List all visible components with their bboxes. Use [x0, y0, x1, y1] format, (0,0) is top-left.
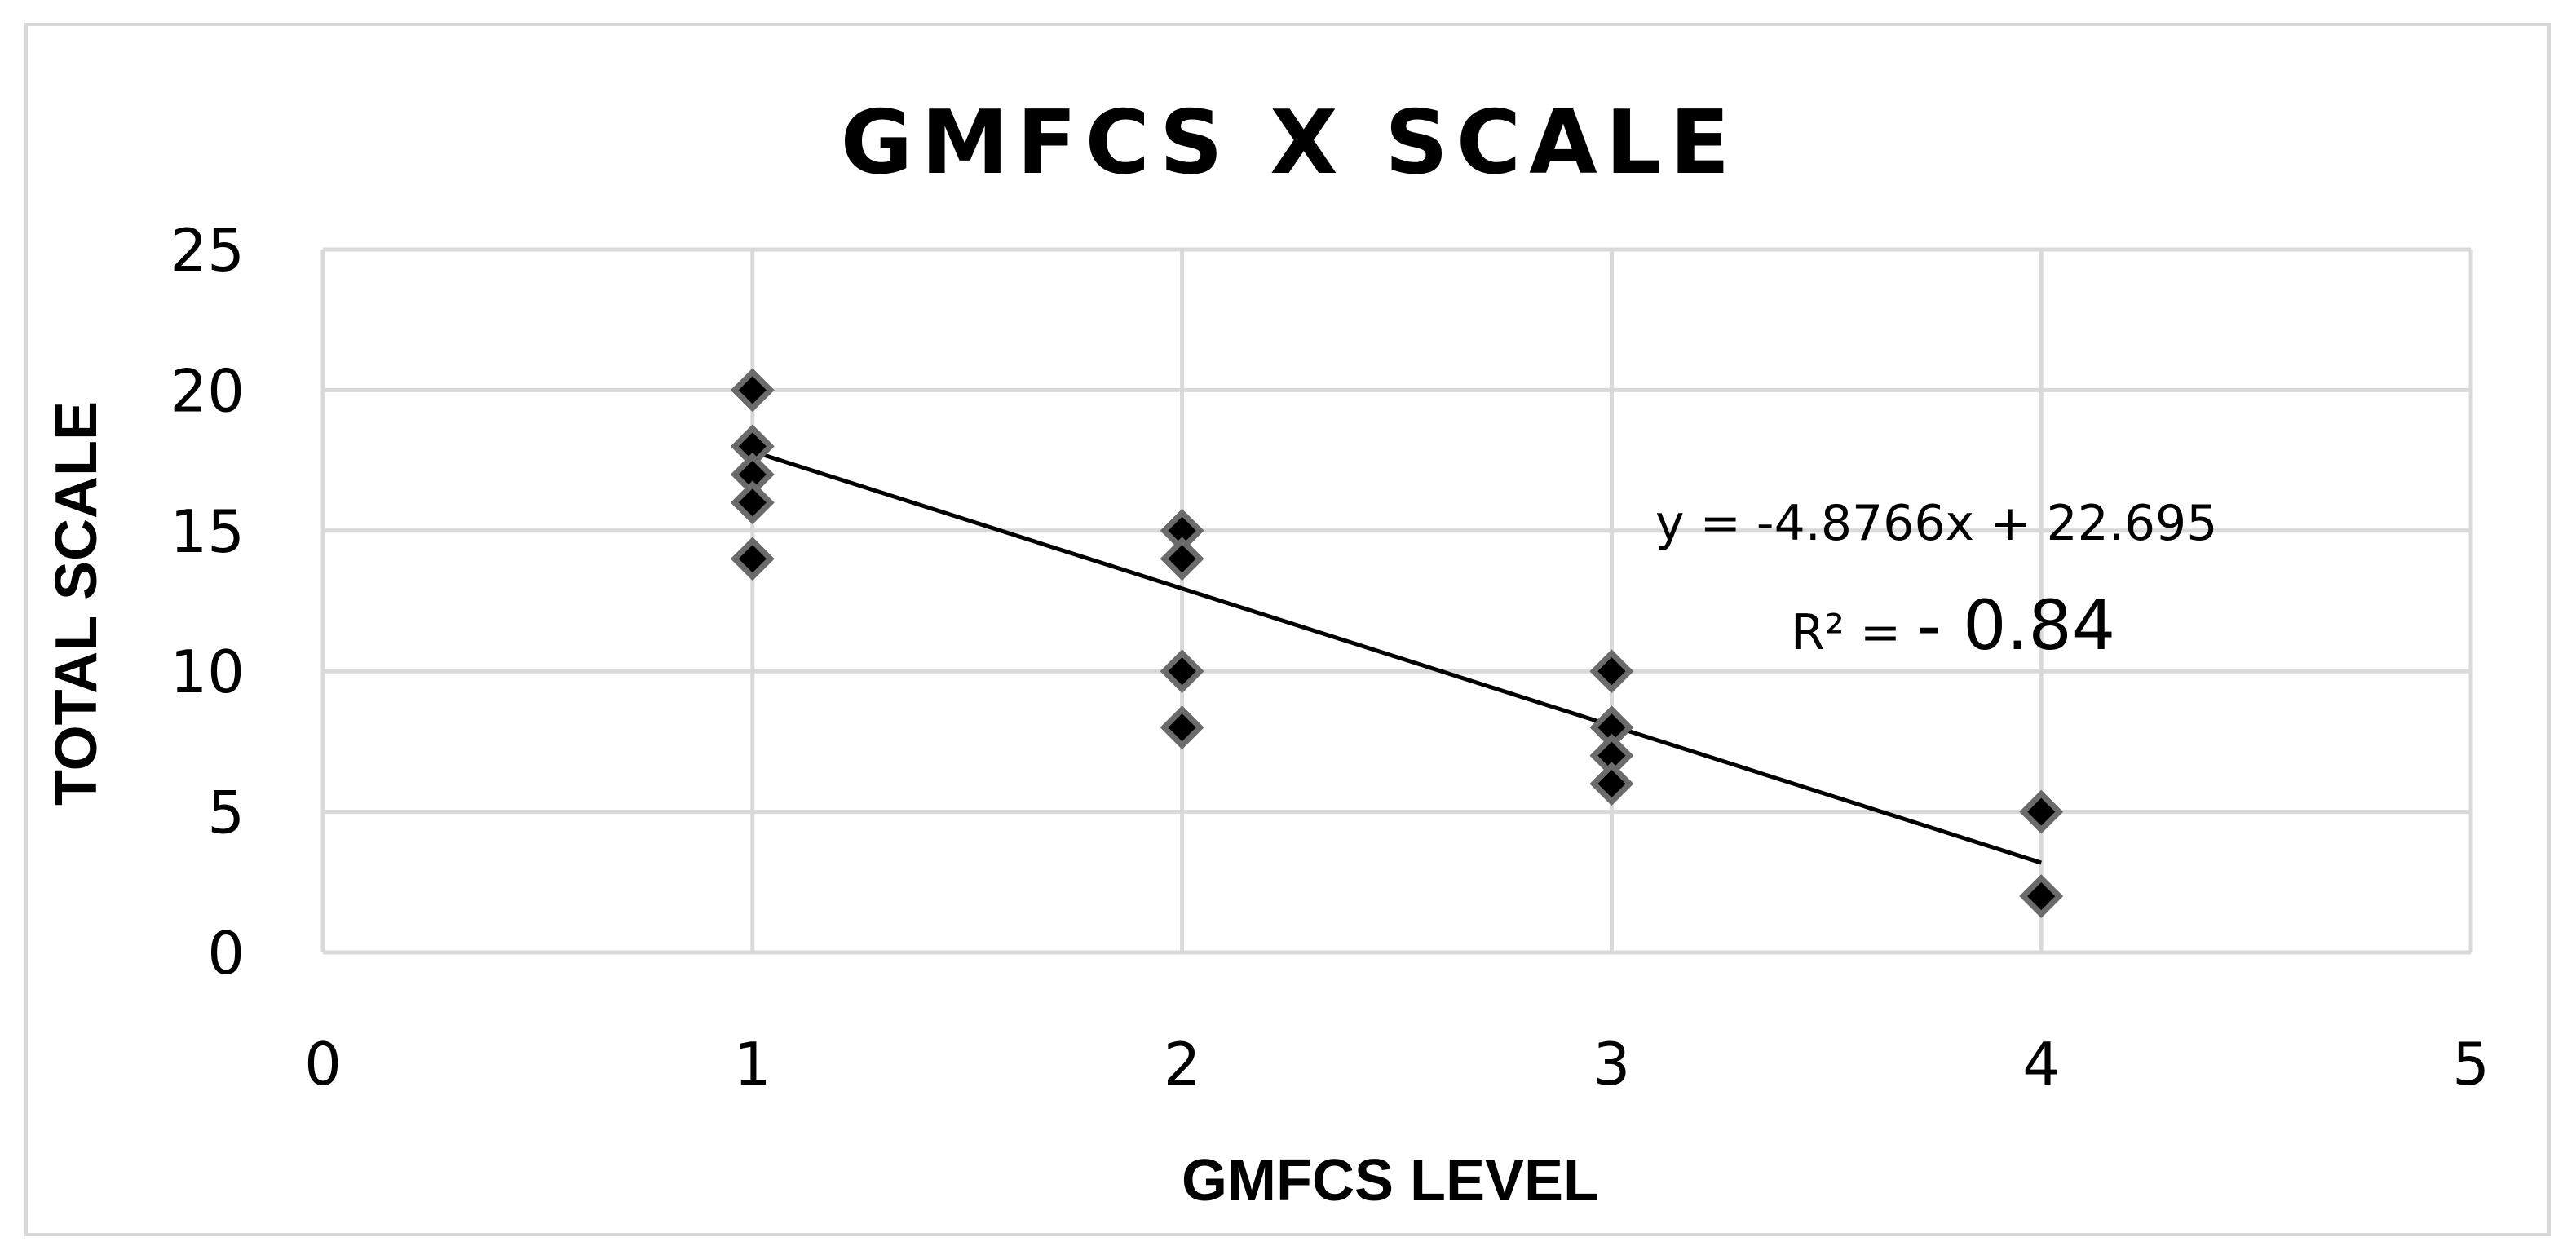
- data-points: [730, 368, 2064, 918]
- r-squared-prefix: R² =: [1791, 604, 1916, 661]
- data-point: [1160, 537, 1204, 581]
- x-axis-tick-labels: 0 1 2 3 4 5: [304, 1030, 2490, 1098]
- x-tick-label: 3: [1593, 1030, 1630, 1098]
- data-point: [1589, 649, 1634, 694]
- x-axis-title: GMFCS LEVEL: [1182, 1148, 1599, 1213]
- trendline-equation: y = -4.8766x + 22.695: [1655, 495, 2217, 552]
- y-tick-label: 15: [170, 497, 245, 566]
- chart-frame: [24, 23, 2551, 1236]
- data-point: [730, 480, 775, 525]
- data-point: [730, 537, 775, 581]
- chart-title: GMFCS X SCALE: [841, 92, 1739, 194]
- y-axis-title: TOTAL SCALE: [44, 401, 109, 806]
- y-tick-label: 10: [170, 638, 245, 706]
- r-squared-value: - 0.84: [1916, 585, 2115, 665]
- x-tick-label: 4: [2022, 1030, 2060, 1098]
- data-point: [730, 368, 775, 413]
- x-tick-label: 5: [2452, 1030, 2490, 1098]
- y-tick-label: 20: [170, 356, 245, 425]
- y-tick-label: 25: [170, 216, 245, 285]
- data-point: [1160, 649, 1204, 694]
- gridlines: [320, 247, 2473, 955]
- data-point: [2019, 874, 2064, 918]
- data-point: [1589, 762, 1634, 806]
- data-point: [1160, 705, 1204, 750]
- y-tick-label: 0: [207, 919, 245, 987]
- x-tick-label: 2: [1164, 1030, 1201, 1098]
- y-tick-label: 5: [207, 779, 245, 847]
- x-tick-label: 1: [734, 1030, 771, 1098]
- data-point: [2019, 789, 2064, 834]
- r-squared-label: R² = - 0.84: [1791, 585, 2115, 665]
- y-axis-tick-labels: 0 5 10 15 20 25: [170, 216, 245, 987]
- linear-trendline: [752, 449, 2042, 865]
- x-tick-label: 0: [304, 1030, 342, 1098]
